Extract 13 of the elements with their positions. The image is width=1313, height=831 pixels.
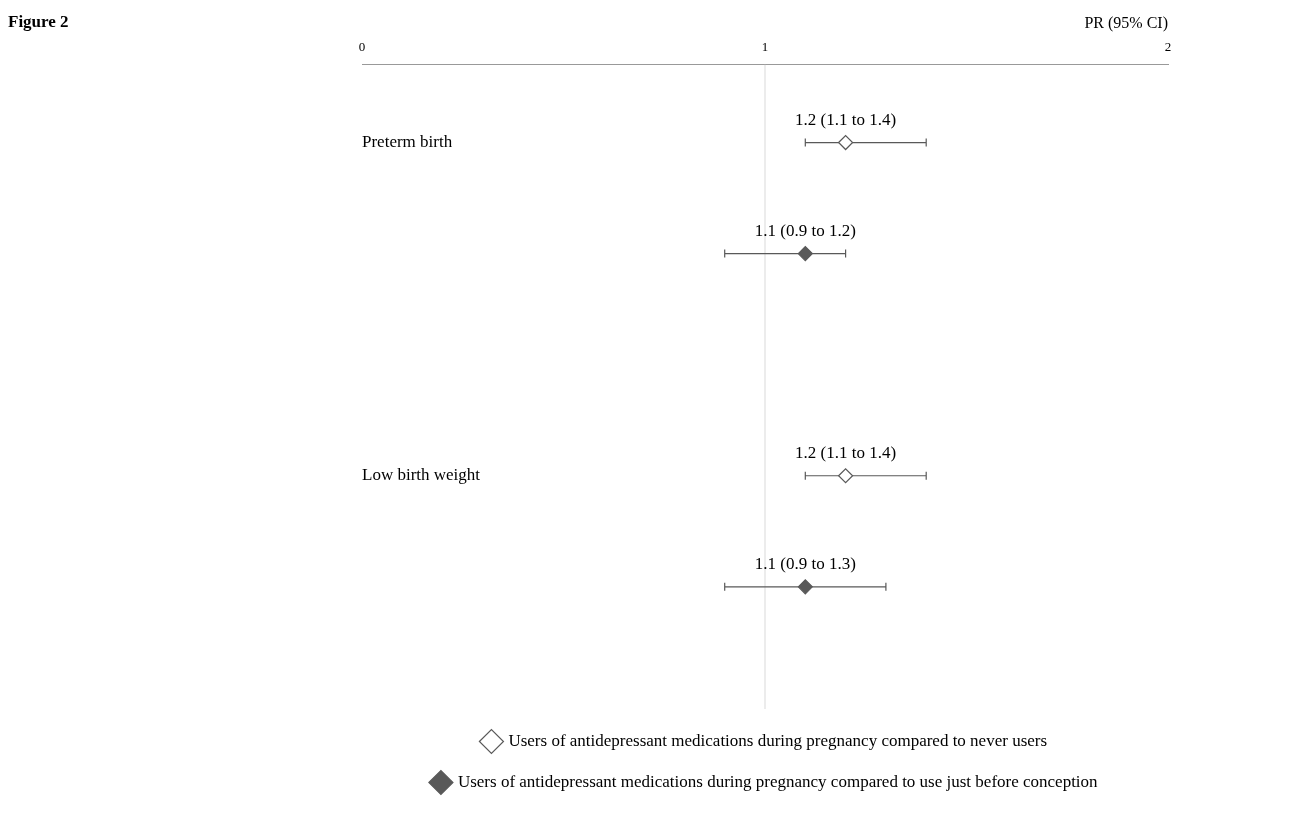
data-label: 1.1 (0.9 to 1.2) — [754, 221, 856, 241]
legend-label: Users of antidepressant medications during pregnancy compared to use just before conception — [457, 771, 1099, 791]
x-axis-title: PR (95% CI) — [1084, 13, 1168, 32]
data-label: 1.1 (0.9 to 1.3) — [754, 554, 856, 574]
x-tick-label: 1 — [761, 39, 769, 55]
data-label: 1.2 (1.1 to 1.4) — [795, 110, 897, 130]
text: Figure 2 — [8, 12, 69, 32]
x-tick-label: 2 — [1164, 39, 1172, 55]
x-tick-label: 0 — [358, 39, 366, 55]
y-tick-label: Preterm birth — [362, 132, 453, 152]
legend-label: Users of antidepressant medications during pregnancy compared to never users — [508, 730, 1048, 750]
y-tick-label: Low birth weight — [362, 465, 481, 485]
data-label: 1.2 (1.1 to 1.4) — [795, 443, 897, 463]
